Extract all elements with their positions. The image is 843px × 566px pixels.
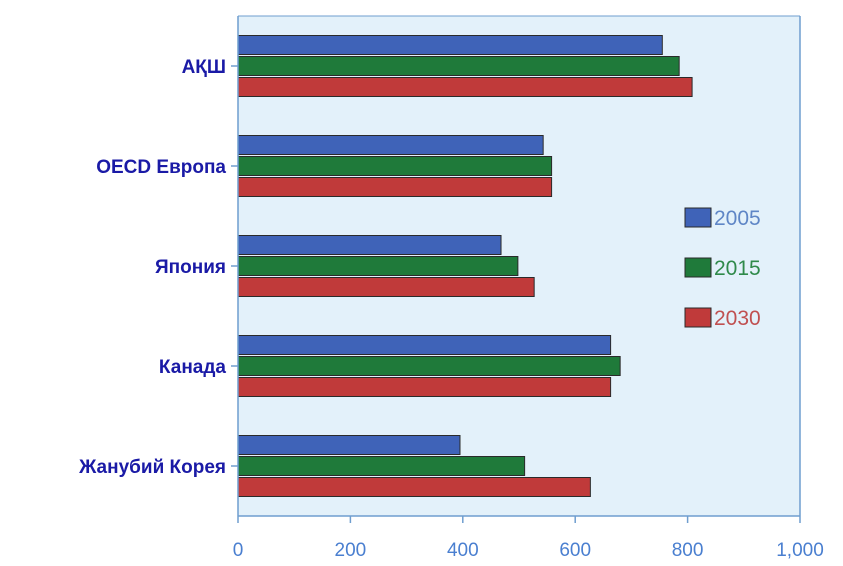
bar-2015-0 xyxy=(237,56,680,76)
bar-2015-3 xyxy=(237,356,621,376)
category-label: Жанубий Корея xyxy=(78,457,226,478)
bar-2005-1 xyxy=(237,135,544,155)
x-tick-label: 800 xyxy=(672,540,704,561)
legend-swatch-2015 xyxy=(684,257,712,278)
bar-2030-3 xyxy=(237,377,612,397)
x-tick-label: 600 xyxy=(559,540,591,561)
bar-2005-0 xyxy=(237,35,663,55)
legend: 2005 2015 2030 xyxy=(684,207,761,330)
bar-2005-3 xyxy=(237,335,612,355)
bar-2015-1 xyxy=(237,156,553,176)
category-label: Канада xyxy=(159,357,226,378)
x-tick-label: 400 xyxy=(447,540,479,561)
category-label: Япония xyxy=(155,257,226,278)
bar-2015-4 xyxy=(237,456,526,476)
bar-2015-2 xyxy=(237,256,519,276)
category-label: OECD Европа xyxy=(96,157,226,178)
bar-2030-0 xyxy=(237,77,693,97)
bar-2030-2 xyxy=(237,277,535,297)
legend-label-2015: 2015 xyxy=(714,257,761,280)
legend-swatch-2005 xyxy=(684,207,712,228)
bar-2030-1 xyxy=(237,177,553,197)
x-tick-label: 0 xyxy=(233,540,244,561)
x-tick-label: 200 xyxy=(335,540,367,561)
axes-group: АҚШ OECD Европа Япония Канада Жанубий Корея 0… xyxy=(78,15,824,561)
legend-swatch-2030 xyxy=(684,307,712,328)
legend-label-2030: 2030 xyxy=(714,307,761,330)
bar-2005-2 xyxy=(237,235,502,255)
bar-2030-4 xyxy=(237,477,591,497)
bar-2005-4 xyxy=(237,435,461,455)
category-label: АҚШ xyxy=(182,57,226,78)
legend-label-2005: 2005 xyxy=(714,207,761,230)
x-tick-label: 1,000 xyxy=(776,540,824,561)
